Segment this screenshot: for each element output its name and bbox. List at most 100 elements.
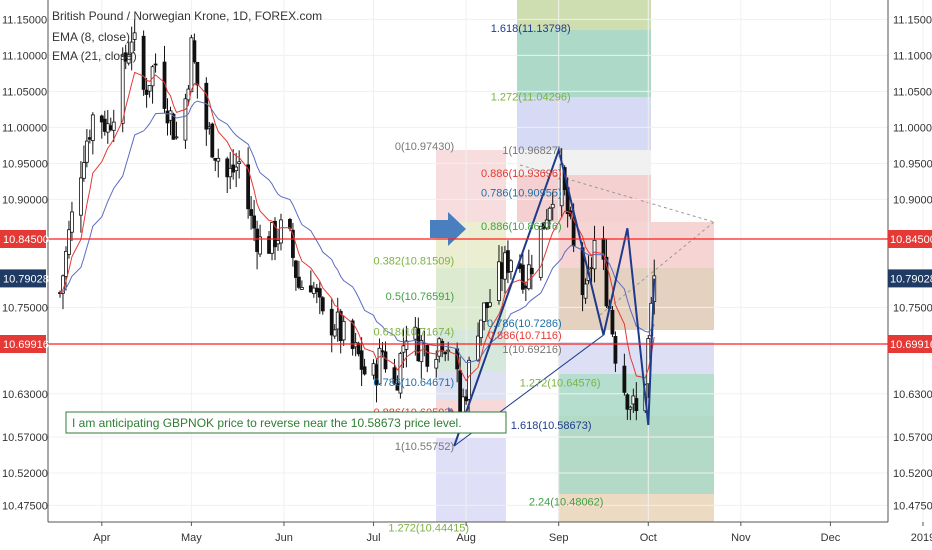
price-badge-left-0: 10.84500 [3,234,49,246]
y-tick-left-1: 11.10000 [2,50,47,62]
candle-body-99 [467,359,472,400]
candle-body-54 [279,219,283,244]
candle-body-75 [371,363,376,376]
candle-body-42 [231,164,236,173]
candle-body-33 [192,40,197,63]
candle-body-27 [168,110,173,121]
candle-body-13 [108,125,113,131]
candle-body-113 [526,264,531,290]
candle-body-25 [162,61,167,109]
candle-body-4 [70,211,74,233]
candle-body-131 [604,256,609,307]
candle-body-136 [625,394,630,410]
candle-body-105 [497,261,501,302]
candle-body-78 [380,350,385,353]
x-tick-2: Jun [275,532,293,544]
y-tick-right-6: 10.75000 [893,302,932,314]
candle-body-37 [210,123,215,158]
fib-zone-10 [436,400,506,412]
candle-body-7 [84,140,89,163]
candles [58,19,657,433]
candle-body-137 [628,406,633,410]
candle-body-72 [356,342,361,355]
price-badge-right-bg-0 [888,230,932,248]
fib-label-13: 0.786(10.7286) [487,318,562,330]
candle-body-3 [67,229,71,255]
fib-zone-17 [558,494,714,522]
candle-body-21 [144,89,149,95]
price-badge-left-1: 10.79028 [3,273,49,285]
candle-body-15 [120,54,125,124]
y-tick-left-4: 10.95000 [2,158,48,170]
candle-body-10 [99,115,104,123]
fib-label-2: 0(10.97430) [395,141,454,153]
candle-body-64 [320,297,325,312]
candle-body-39 [216,157,221,162]
candle-body-66 [332,329,337,337]
fib-label-3: 1(10.96827) [502,145,561,157]
candle-body-38 [213,158,218,161]
price-badge-right-2: 10.69916 [890,339,932,351]
fib-label-0: 1.618(11.13798) [491,23,571,35]
y-tick-left-0: 11.15000 [2,14,47,26]
fib-label-18: 2.24(10.48062) [529,496,604,508]
candle-body-90 [434,358,439,369]
candle-body-61 [311,287,316,295]
ema-fast-line [59,71,655,382]
candle-body-32 [189,37,194,93]
candle-body-80 [392,367,397,384]
candle-body-20 [141,35,146,90]
y-tick-right-7: 10.63000 [893,389,932,401]
fib-label-17: 1.618(10.58673) [511,420,592,432]
y-tick-left-8: 10.57000 [2,432,48,444]
candle-body-128 [589,266,594,269]
fib-label-10: 0.786(10.64671) [373,377,454,389]
fib-label-12: 1(10.55752) [395,441,454,453]
candle-body-55 [288,219,292,229]
candle-body-65 [329,308,334,336]
candle-body-91 [437,338,442,357]
candle-body-53 [276,240,280,245]
candle-body-23 [150,66,155,87]
candle-body-102 [482,302,486,322]
y-tick-left-3: 11.00000 [2,122,47,134]
candle-body-5 [79,177,83,216]
grid [48,0,924,522]
price-badge-right-bg-2 [888,335,932,354]
candle-body-103 [485,302,489,309]
candle-body-135 [622,365,627,393]
candle-body-109 [509,260,513,272]
legend-ema-slow: EMA (21, close) [52,49,137,63]
candle-body-24 [153,63,158,66]
fib-label-1: 1.272(11.04296) [491,91,571,103]
candle-body-18 [129,41,134,54]
fib-zone-16 [558,416,714,494]
candle-body-11 [102,118,107,132]
candle-body-79 [383,351,388,370]
y-tick-right-0: 11.15000 [893,14,932,26]
horizontal-lines [0,238,888,345]
y-tick-right-4: 10.95000 [893,158,932,170]
harmonic-pattern [430,146,656,447]
candle-body-104 [488,302,492,307]
fan-line-lower [599,221,715,316]
y-tick-right-1: 11.10000 [893,50,932,62]
candle-body-108 [506,250,510,273]
candle-body-115 [538,225,543,278]
candle-body-28 [171,113,176,140]
candle-body-138 [631,395,636,405]
candle-body-51 [270,222,274,254]
arrow-right-upper [430,212,466,246]
annotation-box[interactable] [65,411,507,434]
candle-body-47 [252,215,257,229]
fib-zone-5 [436,150,506,222]
candle-body-112 [523,285,528,289]
fib-label-14: 0.886(10.7116) [488,330,562,342]
y-tick-right-2: 11.05000 [893,86,932,98]
candle-body-93 [443,352,448,355]
fib-labels: 1.618(11.13798) 1.272(11.04296) 0(10.97430… [373,23,603,535]
candle-body-100 [476,335,480,362]
price-badge-left-2: 10.69916 [3,339,49,351]
y-tick-right-5: 10.90000 [893,194,932,206]
